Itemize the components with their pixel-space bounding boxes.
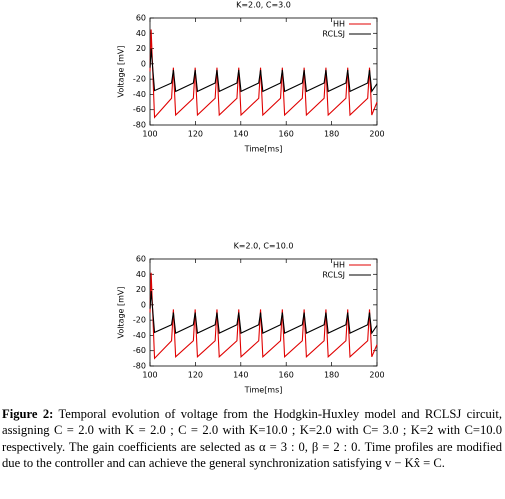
x-tick-label: 200 bbox=[369, 371, 384, 380]
y-tick-label: -80 bbox=[133, 121, 146, 130]
x-tick-label: 120 bbox=[188, 130, 203, 139]
y-tick-label: -40 bbox=[133, 90, 146, 99]
y-tick-label: 60 bbox=[136, 14, 146, 23]
y-axis-label: Voltage [mV] bbox=[117, 286, 126, 338]
y-tick-label: -80 bbox=[133, 362, 146, 371]
chart-title: K=2.0, C=10.0 bbox=[234, 242, 294, 251]
x-tick-label: 120 bbox=[188, 371, 203, 380]
legend-label: RCLSJ bbox=[322, 271, 345, 280]
y-tick-label: 20 bbox=[136, 285, 146, 294]
y-tick-label: -20 bbox=[133, 75, 146, 84]
x-tick-label: 100 bbox=[142, 130, 157, 139]
x-tick-label: 100 bbox=[142, 371, 157, 380]
x-tick-label: 160 bbox=[279, 130, 294, 139]
x-tick-label: 180 bbox=[324, 371, 339, 380]
y-tick-label: 40 bbox=[136, 29, 146, 38]
series-line bbox=[149, 272, 378, 360]
chart-title: K=2.0, C=3.0 bbox=[236, 1, 291, 10]
caption: Figure 2: Temporal evolution of voltage … bbox=[2, 406, 502, 472]
legend-label: HH bbox=[333, 261, 345, 270]
y-tick-label: 20 bbox=[136, 44, 146, 53]
caption-text: Temporal evolution of voltage from the H… bbox=[2, 407, 502, 471]
x-tick-label: 180 bbox=[324, 130, 339, 139]
x-tick-label: 200 bbox=[369, 130, 384, 139]
x-tick-label: 160 bbox=[279, 371, 294, 380]
legend-label: RCLSJ bbox=[322, 30, 345, 39]
y-tick-label: -60 bbox=[133, 346, 146, 355]
series-line bbox=[149, 29, 378, 119]
y-tick-label: 0 bbox=[141, 59, 146, 68]
y-axis-label: Voltage [mV] bbox=[117, 45, 126, 97]
y-tick-label: 0 bbox=[141, 300, 146, 309]
legend-label: HH bbox=[333, 20, 345, 29]
caption-label: Figure 2: bbox=[2, 407, 54, 421]
x-axis-label: Time[ms] bbox=[244, 145, 283, 154]
y-tick-label: -40 bbox=[133, 331, 146, 340]
y-tick-label: 40 bbox=[136, 270, 146, 279]
series-line bbox=[149, 291, 378, 335]
y-tick-label: -20 bbox=[133, 316, 146, 325]
y-tick-label: -60 bbox=[133, 105, 146, 114]
x-tick-label: 140 bbox=[233, 371, 248, 380]
figure: K=2.0, C=3.0 Time[ms] Voltage [mV] -80 -60 -4… bbox=[117, 1, 385, 395]
x-tick-label: 140 bbox=[233, 130, 248, 139]
y-tick-label: 60 bbox=[136, 255, 146, 264]
x-axis-label: Time[ms] bbox=[244, 386, 283, 395]
series-line bbox=[149, 48, 378, 93]
